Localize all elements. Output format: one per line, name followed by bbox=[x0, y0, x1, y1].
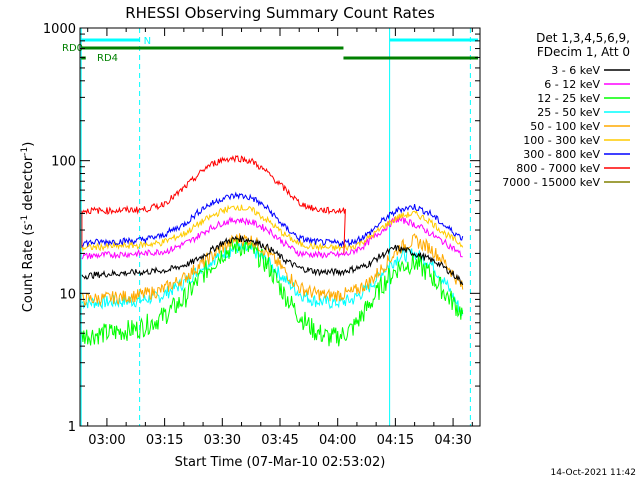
legend-label: 3 - 6 keV bbox=[551, 64, 600, 77]
legend-label: 7000 - 15000 keV bbox=[502, 176, 600, 189]
x-tick-label: 04:30 bbox=[434, 433, 471, 448]
legend-header-1: Det 1,3,4,5,6,9, bbox=[536, 31, 630, 45]
y-tick-label: 1000 bbox=[43, 22, 76, 37]
y-axis-label: Count Rate (s-1 detector-1) bbox=[20, 142, 36, 313]
legend-header-2: FDecim 1, Att 0 bbox=[537, 45, 630, 59]
x-tick-label: 03:15 bbox=[146, 433, 183, 448]
y-label-sup-2: -1 bbox=[20, 147, 30, 156]
y-label-part-1: Count Rate (s bbox=[21, 224, 36, 313]
y-tick-label: 1 bbox=[68, 420, 76, 435]
observation-bands: RD0 RD4 N bbox=[62, 28, 479, 426]
rd0-label: RD0 bbox=[62, 43, 83, 54]
legend-label: 25 - 50 keV bbox=[537, 106, 600, 119]
series-line bbox=[81, 235, 464, 286]
legend-label: 50 - 100 keV bbox=[530, 120, 600, 133]
x-tick-label: 03:00 bbox=[88, 433, 125, 448]
chart-title: RHESSI Observing Summary Count Rates bbox=[125, 4, 435, 22]
series-line bbox=[81, 241, 464, 316]
night-label: N bbox=[144, 36, 151, 47]
legend-label: 12 - 25 keV bbox=[537, 92, 600, 105]
series-line bbox=[81, 237, 464, 347]
y-axis: 1 10 100 1000 bbox=[43, 22, 480, 435]
footer-date: 14-Oct-2021 11:42 bbox=[551, 468, 636, 478]
x-axis-label: Start Time (07-Mar-10 02:53:02) bbox=[175, 455, 386, 470]
legend-label: 100 - 300 keV bbox=[523, 134, 600, 147]
legend: Det 1,3,4,5,6,9, FDecim 1, Att 0 3 - 6 k… bbox=[502, 31, 630, 189]
rd4-label: RD4 bbox=[97, 53, 118, 64]
legend-label: 6 - 12 keV bbox=[544, 78, 600, 91]
series-line bbox=[81, 216, 463, 260]
series-line bbox=[81, 155, 346, 254]
series-line bbox=[81, 233, 464, 307]
x-tick-label: 04:15 bbox=[377, 433, 414, 448]
series-layer bbox=[81, 155, 464, 347]
y-tick-label: 10 bbox=[59, 287, 76, 302]
y-tick-label: 100 bbox=[51, 155, 76, 170]
series-line bbox=[81, 204, 464, 253]
x-tick-label: 03:45 bbox=[261, 433, 298, 448]
y-label-sup-1: -1 bbox=[20, 215, 30, 224]
legend-label: 300 - 800 keV bbox=[523, 148, 600, 161]
x-tick-label: 03:30 bbox=[204, 433, 241, 448]
y-label-part-2: detector bbox=[21, 155, 36, 215]
x-axis: 03:00 03:15 03:30 03:45 04:00 04:15 04:30 bbox=[87, 28, 473, 448]
x-tick-label: 04:00 bbox=[319, 433, 356, 448]
y-label-part-3: ) bbox=[21, 142, 36, 147]
series-line bbox=[81, 191, 464, 248]
legend-label: 800 - 7000 keV bbox=[516, 162, 600, 175]
